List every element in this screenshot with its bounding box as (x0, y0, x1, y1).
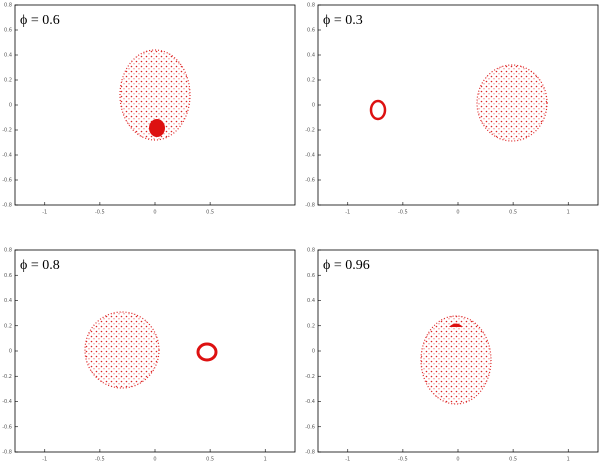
x-tick-label: 0 (153, 210, 156, 216)
panel-frame (317, 4, 599, 206)
y-tick-label: 0 (9, 349, 12, 355)
secondary-star (196, 342, 218, 362)
y-tick-label: -0.2 (305, 374, 315, 380)
x-tick-label: 0.5 (206, 457, 214, 463)
y-tick-label: 0 (9, 103, 12, 109)
x-tick-label: -1 (345, 457, 350, 463)
primary-star (476, 64, 548, 142)
y-tick-label: 0.2 (4, 323, 12, 329)
x-tick-label: 0 (456, 457, 459, 463)
y-tick-label: 0.6 (307, 28, 315, 34)
y-tick-label: -0.2 (305, 128, 315, 134)
y-tick-label: 0.4 (307, 53, 315, 59)
secondary-star (369, 99, 387, 121)
y-tick-label: 0.8 (307, 248, 315, 254)
phase-label: ϕ = 0.3 (323, 13, 363, 28)
x-tick-label: 1 (264, 457, 267, 463)
y-tick-label: 0.8 (4, 248, 12, 254)
x-tick-label: -0.5 (398, 457, 408, 463)
y-tick-label: 0 (312, 103, 315, 109)
phase-label: ϕ = 0.6 (20, 13, 60, 28)
y-tick-label: 0.4 (4, 53, 12, 59)
y-tick-label: 0.6 (4, 28, 12, 34)
secondary-star (149, 119, 165, 137)
y-tick-label: 0.6 (4, 273, 12, 279)
y-tick-label: 0.6 (307, 273, 315, 279)
x-tick-label: -0.5 (398, 210, 408, 216)
y-tick-label: 0.4 (4, 298, 12, 304)
y-tick-label: -0.8 (305, 203, 315, 209)
x-tick-label: -1 (42, 457, 47, 463)
y-tick-label: -0.8 (305, 450, 315, 456)
y-tick-label: -0.4 (305, 399, 315, 405)
primary-star (84, 311, 160, 389)
y-tick-label: 0.2 (307, 323, 315, 329)
x-tick-label: 0 (456, 210, 459, 216)
stars (84, 49, 548, 405)
x-tick-label: 0 (153, 457, 156, 463)
y-tick-label: -0.4 (2, 153, 12, 159)
y-tick-label: 0.8 (4, 3, 12, 9)
phase-label: ϕ = 0.8 (20, 258, 60, 273)
phase-label: ϕ = 0.96 (323, 258, 370, 273)
y-tick-label: 0.4 (307, 298, 315, 304)
secondary-star (449, 323, 463, 327)
y-tick-label: -0.4 (2, 399, 12, 405)
x-tick-label: 0.5 (509, 210, 517, 216)
x-tick-label: 0.5 (206, 210, 214, 216)
y-tick-label: 0.2 (307, 78, 315, 84)
y-tick-label: -0.6 (2, 424, 12, 430)
y-tick-label: -0.8 (2, 450, 12, 456)
x-tick-label: 1 (567, 210, 570, 216)
x-tick-label: -0.5 (95, 210, 105, 216)
y-tick-label: 0.8 (307, 3, 315, 9)
y-tick-label: -0.6 (305, 424, 315, 430)
y-tick-label: -0.8 (2, 203, 12, 209)
x-tick-label: -1 (345, 210, 350, 216)
y-tick-label: -0.4 (305, 153, 315, 159)
x-tick-label: 0.5 (509, 457, 517, 463)
y-tick-label: -0.6 (2, 178, 12, 184)
y-tick-label: -0.6 (305, 178, 315, 184)
primary-star (119, 49, 191, 141)
y-tick-label: -0.2 (2, 374, 12, 380)
x-tick-label: -0.5 (95, 457, 105, 463)
y-tick-label: -0.2 (2, 128, 12, 134)
x-tick-label: -1 (42, 210, 47, 216)
y-tick-label: 0.2 (4, 78, 12, 84)
y-tick-label: 0 (312, 349, 315, 355)
primary-star (420, 315, 492, 405)
x-tick-label: 1 (567, 457, 570, 463)
